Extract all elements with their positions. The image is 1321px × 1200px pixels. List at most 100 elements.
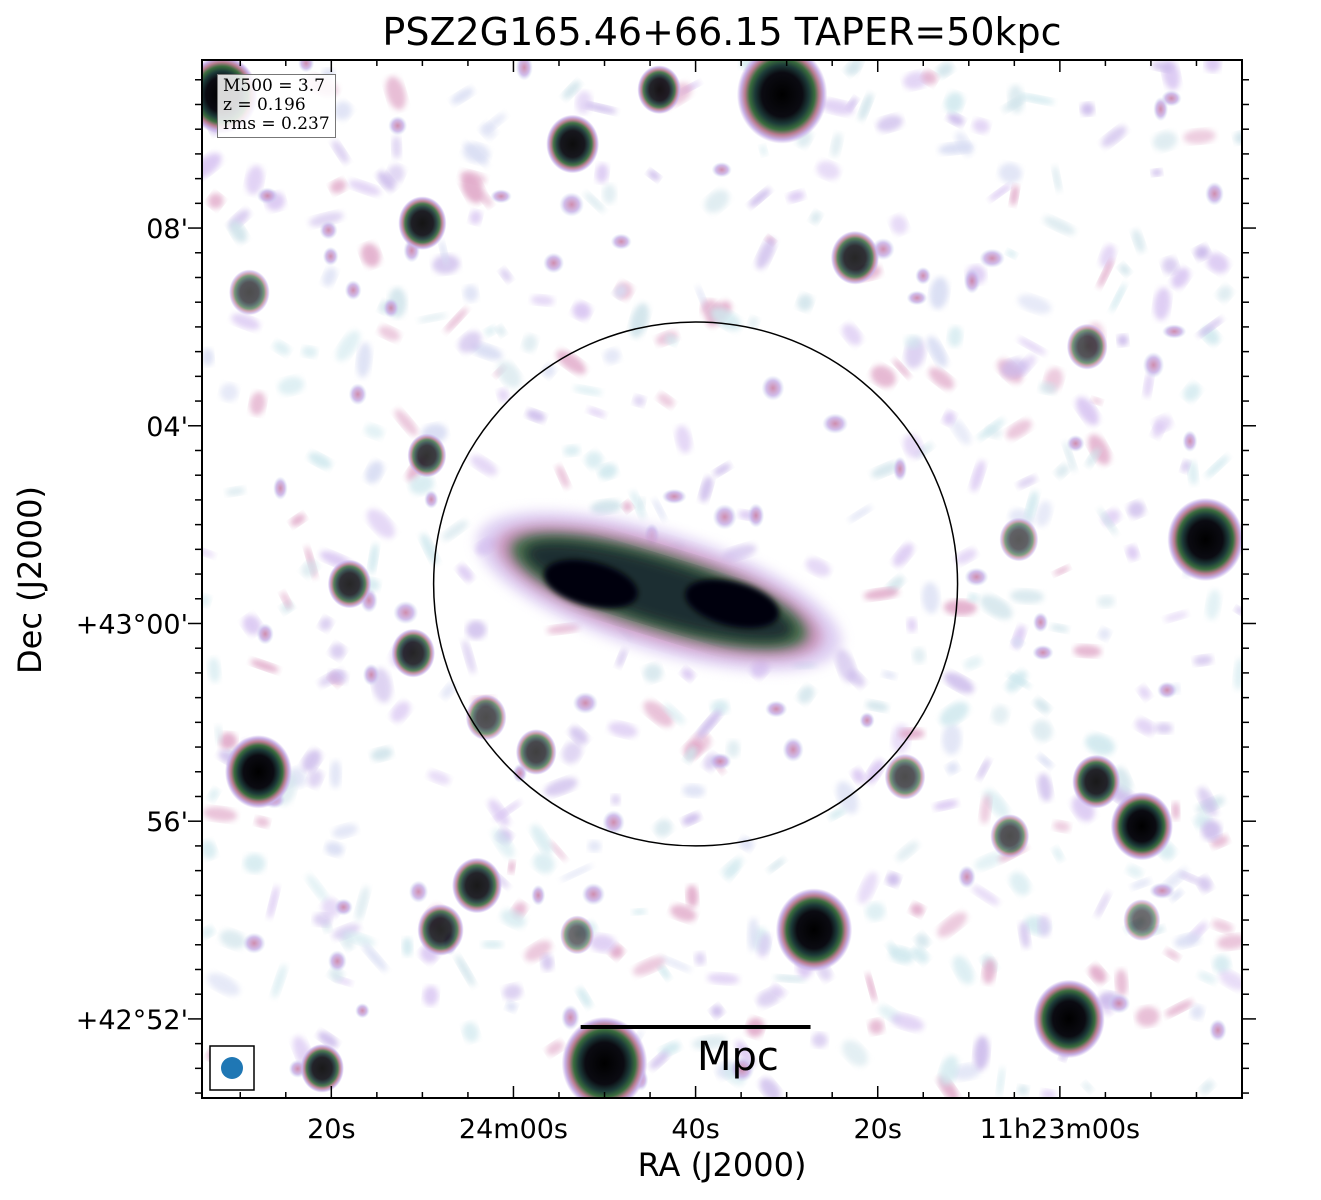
noise-blob (202, 840, 217, 860)
noise-blob (332, 140, 349, 164)
noise-blob (207, 973, 240, 996)
point-source (546, 114, 600, 174)
faint-blob (355, 1003, 370, 1019)
noise-blob (391, 135, 402, 159)
noise-blob (219, 732, 237, 750)
noise-blob (1132, 229, 1145, 253)
noise-blob (356, 342, 372, 378)
noise-blob (721, 857, 743, 877)
noise-blob (441, 683, 456, 699)
noise-blob (308, 212, 344, 227)
noise-blob (1017, 337, 1047, 355)
noise-blob (562, 81, 581, 100)
axis-ticks (188, 60, 1256, 1098)
point-source (224, 735, 292, 809)
point-source (398, 196, 447, 250)
noise-blob (1164, 611, 1188, 622)
noise-blob (942, 723, 962, 755)
noise-blob (631, 908, 647, 915)
noise-blob (202, 153, 222, 179)
noise-blob (929, 276, 949, 310)
faint-blob (712, 504, 737, 530)
noise-blob (858, 93, 873, 121)
noise-blob (1019, 94, 1055, 105)
point-source (515, 729, 557, 775)
noise-blob (876, 115, 903, 132)
noise-blob (360, 243, 381, 268)
noise-blob (1055, 464, 1070, 478)
faint-blob (1149, 882, 1176, 899)
noise-blob (643, 700, 674, 727)
faint-blob (242, 932, 266, 954)
noise-blob (1095, 891, 1111, 918)
noise-blob (385, 76, 406, 110)
noise-blob (348, 180, 381, 196)
noise-blob (365, 460, 384, 484)
point-source (1066, 323, 1108, 370)
faint-blob (730, 1056, 755, 1082)
faint-blob (256, 187, 278, 204)
noise-blob (903, 434, 923, 459)
noise-blob (202, 806, 238, 822)
faint-blob (747, 503, 765, 528)
noise-blob (842, 323, 862, 346)
noise-blob (1171, 801, 1180, 821)
noise-blob (229, 220, 247, 243)
noise-blob (301, 346, 318, 358)
x-tick-label: 20s (854, 1114, 902, 1145)
noise-blob (1197, 876, 1213, 892)
noise-blob (842, 1040, 868, 1067)
faint-blob (602, 810, 625, 835)
noise-blob (713, 463, 731, 476)
noise-blob (560, 864, 593, 881)
faint-blob (1162, 324, 1187, 339)
noise-blob (308, 452, 332, 469)
noise-blob (242, 615, 262, 635)
noise-blob (563, 445, 580, 457)
noise-blob (526, 409, 546, 422)
faint-blob (1157, 681, 1178, 699)
faint-blob (559, 192, 585, 217)
faint-blob (859, 712, 875, 729)
noise-blob (1143, 372, 1154, 398)
faint-blob (709, 753, 732, 770)
noise-blob (451, 87, 474, 105)
noise-blob (903, 71, 929, 90)
noise-blob (659, 956, 692, 972)
noise-blob (633, 395, 646, 407)
noise-blob (533, 853, 555, 874)
noise-blob (1151, 168, 1163, 177)
noise-blob (496, 325, 506, 337)
noise-blob (1002, 96, 1025, 112)
faint-blob (711, 162, 732, 178)
point-source (1110, 791, 1173, 861)
noise-blob (851, 60, 865, 75)
noise-blob (322, 267, 337, 287)
noise-blob (243, 853, 266, 874)
point-source (561, 1016, 648, 1098)
noise-blob (797, 685, 815, 704)
faint-blob (1182, 430, 1198, 452)
noise-blob (896, 841, 919, 861)
noise-blob (439, 240, 449, 267)
noise-blob (1101, 126, 1127, 148)
noise-blob (458, 331, 482, 353)
point-source (327, 559, 372, 609)
noise-blob (202, 547, 215, 558)
faint-blob (782, 737, 804, 763)
faint-blob (424, 490, 439, 509)
point-source (465, 694, 507, 741)
noise-blob (983, 789, 1009, 818)
noise-blob (377, 171, 396, 191)
noise-blob (502, 984, 523, 1000)
point-source (300, 1043, 344, 1093)
noise-blob (1012, 637, 1023, 648)
noise-blob (302, 749, 322, 772)
noise-blob (996, 1066, 1005, 1097)
rms-label: rms = 0.237 (223, 114, 330, 134)
noise-blob (865, 902, 886, 921)
faint-blob (1205, 181, 1224, 206)
noise-blob (569, 726, 588, 745)
noise-blob (1037, 754, 1053, 768)
noise-blob (1006, 249, 1017, 258)
